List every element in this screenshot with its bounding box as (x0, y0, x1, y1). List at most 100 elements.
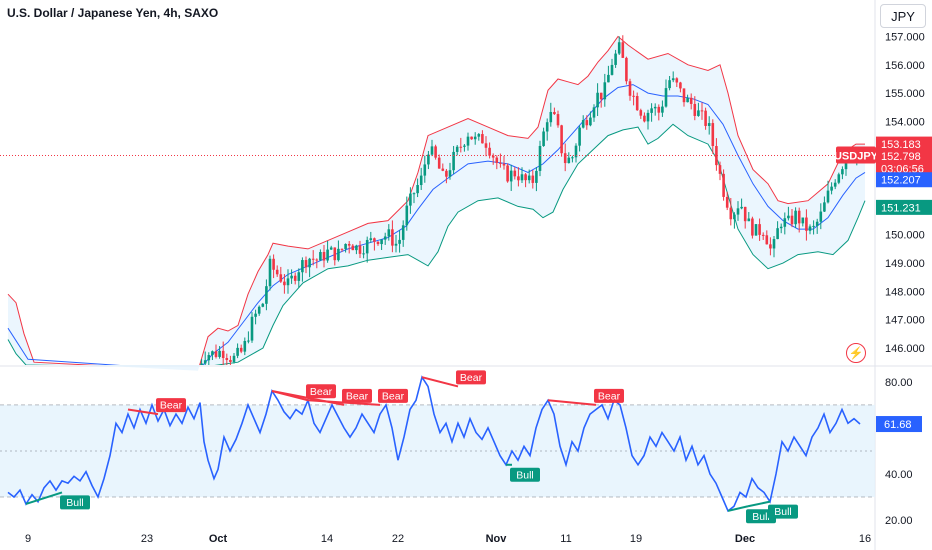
price-label-basis-text: 152.207 (881, 175, 921, 187)
divergence-label-text: Bull (752, 511, 770, 523)
candle-body (801, 217, 805, 224)
candle-body (221, 350, 225, 359)
time-tick-label: 9 (25, 533, 31, 545)
candle-body (772, 239, 776, 249)
candle-body (574, 145, 578, 158)
divergence-label-bear (378, 388, 408, 403)
candle-body (628, 81, 632, 96)
candle-body (499, 162, 502, 164)
candle-body (506, 165, 509, 182)
candle-body (542, 131, 545, 146)
candle-body (711, 123, 715, 147)
divergence-label-text: Bear (598, 390, 621, 402)
divergence-line-bear (127, 408, 159, 416)
currency-button[interactable]: JPY (880, 4, 926, 28)
candle-body (689, 97, 693, 104)
price-tick-label: 149.000 (885, 258, 925, 270)
candle-body (509, 170, 513, 182)
candle-body (643, 115, 646, 122)
candle-body (718, 165, 722, 174)
candle-body (599, 92, 603, 100)
candle-body (520, 174, 524, 181)
candle-body (837, 174, 841, 183)
candle-body (232, 355, 236, 362)
candle-body (344, 243, 347, 249)
rsi-line (7, 375, 861, 513)
divergence-line-bull (747, 500, 771, 508)
candle-body (279, 274, 283, 282)
candle-body (761, 234, 765, 236)
candle-body (596, 92, 599, 108)
candle-body (218, 350, 221, 357)
divergence-label-bear (156, 398, 186, 413)
candle-body (355, 245, 358, 251)
candle-body (535, 170, 538, 183)
candle-body (563, 153, 567, 164)
candle-body (405, 205, 409, 226)
candle-body (329, 247, 333, 250)
price-label-basis (876, 172, 932, 188)
flash-icon[interactable]: ⚡ (846, 343, 866, 363)
candle-body (365, 239, 369, 254)
price-label-lower-text: 151.231 (881, 202, 921, 214)
candle-body (250, 316, 254, 341)
candle-body (495, 157, 499, 163)
divergence-label-text: Bear (160, 400, 183, 412)
divergence-label-text: Bull (774, 506, 792, 518)
candle-body (538, 145, 542, 171)
candle-body (470, 136, 473, 140)
time-tick-label: 14 (321, 533, 333, 545)
candle-body (326, 249, 329, 261)
price-label-upper-text: 153.183 (881, 139, 921, 151)
candle-body (239, 347, 243, 352)
rsi-last-value-label: 61.68 (884, 419, 912, 431)
candle-body (437, 157, 441, 169)
candle-body (671, 78, 675, 81)
candle-body (229, 359, 232, 362)
candle-body (700, 110, 704, 112)
candle-body (236, 347, 239, 356)
time-tick-label: Nov (486, 533, 508, 545)
candle-body (214, 351, 218, 357)
divergence-label-bull (60, 495, 90, 510)
candle-body (675, 78, 679, 83)
candle-body (571, 157, 574, 159)
divergence-label-bear (342, 388, 372, 403)
candle-body (531, 175, 535, 183)
divergence-label-text: Bull (516, 469, 534, 481)
divergence-label-text: Bull (66, 497, 84, 509)
candle-body (358, 245, 362, 254)
candle-body (725, 196, 729, 208)
candle-body (257, 306, 261, 314)
candle-body (686, 97, 689, 103)
time-tick-label: Oct (209, 533, 228, 545)
candle-body (322, 252, 326, 261)
price-tick-label: 155.000 (885, 88, 925, 100)
candle-body (290, 275, 293, 279)
candle-body (491, 155, 495, 158)
candle-body (315, 259, 319, 261)
candle-body (301, 260, 304, 273)
rsi-tick-label: 80.00 (885, 377, 913, 389)
bollinger-upper-line (7, 35, 865, 365)
candle-body (581, 120, 585, 128)
candle-body (819, 211, 823, 222)
time-tick-label: 23 (141, 533, 153, 545)
price-label-last (876, 148, 932, 177)
candle-body (409, 193, 412, 206)
price-tick-label: 147.000 (885, 315, 925, 327)
candle-body (286, 278, 290, 286)
candle-body (452, 151, 455, 171)
candle-body (524, 174, 527, 181)
candle-body (254, 313, 257, 317)
candle-body (473, 136, 477, 140)
candle-body (243, 340, 247, 352)
candle-body (797, 210, 801, 224)
candle-body (517, 176, 520, 181)
candle-body (225, 358, 229, 360)
candle-body (430, 146, 434, 155)
candle-body (203, 360, 207, 364)
rsi-tick-label: 40.00 (885, 469, 913, 481)
